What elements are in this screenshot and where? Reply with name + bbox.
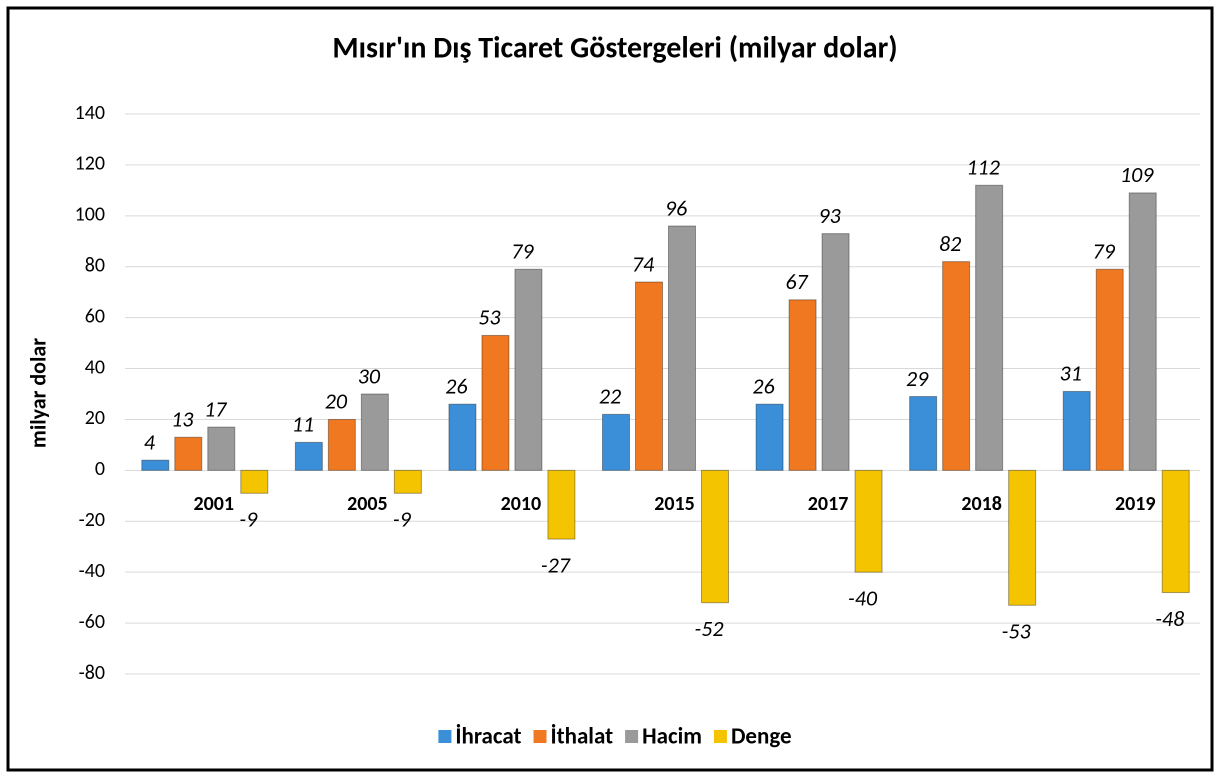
bar <box>975 184 1004 471</box>
x-tick-label: 2001 <box>194 492 235 516</box>
data-label: 4 <box>144 428 156 455</box>
legend-label: İhracat <box>455 723 521 751</box>
bar <box>942 261 971 471</box>
y-tick-label: 100 <box>75 203 105 227</box>
bar <box>207 426 236 471</box>
data-label: -48 <box>1155 605 1184 632</box>
x-tick-label: 2017 <box>808 492 849 516</box>
data-label: 22 <box>599 383 621 410</box>
bar <box>448 403 477 471</box>
bar <box>327 418 356 471</box>
bar <box>668 225 696 471</box>
y-tick-label: 60 <box>85 304 105 328</box>
bar <box>1161 469 1190 594</box>
x-tick-label: 2015 <box>654 492 695 516</box>
bar <box>755 403 784 471</box>
bar <box>909 396 938 471</box>
bar <box>240 469 269 494</box>
x-tick-label: 2010 <box>501 492 542 516</box>
y-tick-label: -60 <box>79 610 105 634</box>
chart-title: Mısır'ın Dış Ticaret Göstergeleri (milya… <box>332 29 897 66</box>
y-tick-label: -40 <box>79 559 105 583</box>
data-label: 96 <box>665 194 687 221</box>
data-label: 26 <box>445 372 467 399</box>
bar <box>854 469 883 573</box>
data-label: 67 <box>785 268 808 295</box>
x-tick-label: 2019 <box>1115 492 1156 516</box>
legend-label: Denge <box>731 723 792 751</box>
data-label: 109 <box>1120 161 1154 188</box>
bar <box>141 459 170 471</box>
bar <box>294 441 323 471</box>
data-label: 20 <box>325 388 348 415</box>
x-tick-label: 2018 <box>961 492 1002 516</box>
legend-swatch <box>625 730 639 743</box>
bar <box>1062 390 1091 471</box>
data-label: 29 <box>906 365 929 392</box>
bar <box>514 268 543 471</box>
y-tick-label: 140 <box>75 101 105 125</box>
data-label: -52 <box>694 615 723 642</box>
chart-frame <box>6 6 1214 772</box>
data-label: -53 <box>1002 618 1032 645</box>
data-label: -40 <box>848 584 878 611</box>
data-label: 17 <box>204 395 227 422</box>
legend-label: Hacim <box>642 723 702 751</box>
bar <box>635 281 663 471</box>
y-tick-label: -20 <box>79 508 105 532</box>
bar <box>393 469 422 494</box>
bar <box>360 393 389 471</box>
bar <box>174 436 203 471</box>
data-label: 79 <box>1093 238 1116 265</box>
data-label: 31 <box>1060 360 1082 387</box>
legend-swatch <box>713 730 727 743</box>
y-tick-label: 0 <box>95 457 105 481</box>
data-label: 74 <box>632 250 655 277</box>
data-label: 93 <box>818 202 841 229</box>
bar <box>1128 192 1157 471</box>
bar <box>821 233 850 471</box>
data-label: 30 <box>358 362 381 389</box>
y-tick-label: 40 <box>85 355 105 379</box>
data-label: 11 <box>292 411 314 438</box>
bar <box>1095 268 1124 471</box>
bar <box>1008 469 1037 606</box>
y-tick-label: 20 <box>85 406 105 430</box>
y-axis-label: milyar dolar <box>24 338 51 448</box>
bar <box>788 299 817 471</box>
legend-label: İthalat <box>551 723 614 751</box>
data-label: -27 <box>541 551 571 578</box>
y-tick-label: 80 <box>85 254 105 278</box>
data-label: -9 <box>239 506 258 533</box>
x-tick-label: 2005 <box>347 492 388 516</box>
data-label: -9 <box>393 506 412 533</box>
bar <box>602 413 630 471</box>
data-label: 112 <box>966 154 999 181</box>
data-label: 79 <box>511 238 534 265</box>
legend-swatch <box>533 730 547 743</box>
data-label: 13 <box>171 406 194 433</box>
bar <box>701 469 729 604</box>
bar <box>481 334 510 471</box>
y-tick-label: 120 <box>75 152 105 176</box>
legend-swatch <box>438 730 452 743</box>
y-tick-label: -80 <box>79 661 105 685</box>
data-label: 26 <box>752 372 774 399</box>
bar <box>547 469 576 540</box>
data-label: 82 <box>939 230 961 257</box>
data-label: 53 <box>478 304 501 331</box>
